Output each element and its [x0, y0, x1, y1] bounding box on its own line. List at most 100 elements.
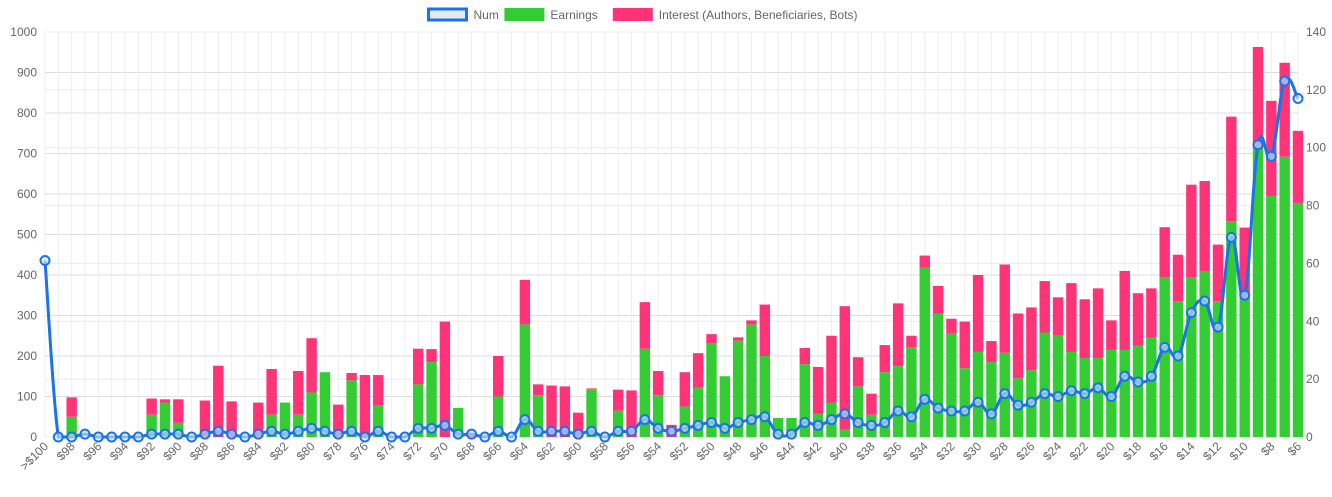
interest-bar [493, 356, 504, 397]
interest-bar [1052, 297, 1064, 336]
interest-bar [626, 390, 637, 437]
interest-bar [639, 302, 651, 349]
num-point [172, 428, 184, 440]
x-tick-label: $28 [987, 439, 1011, 463]
earnings-bar [639, 348, 651, 437]
num-point [359, 431, 371, 443]
interest-bar [1172, 254, 1184, 302]
earnings-bar [839, 429, 850, 437]
earnings-bar [1159, 277, 1170, 437]
num-point [692, 419, 704, 431]
y-left-tick-label: 300 [17, 309, 37, 323]
num-point [1065, 385, 1077, 397]
legend-swatch [612, 8, 653, 21]
num-point [532, 425, 544, 437]
earnings-bar [852, 386, 864, 437]
num-point [1279, 75, 1291, 87]
interest-bar [999, 264, 1010, 353]
num-point [612, 425, 624, 437]
x-tick-label: $56 [614, 439, 638, 463]
interest-bar [439, 321, 451, 437]
x-tick-label: $70 [427, 439, 451, 463]
interest-bar [1239, 227, 1250, 298]
num-point [1252, 139, 1264, 151]
earnings-bar [586, 389, 597, 437]
x-tick-label: $30 [960, 439, 984, 463]
x-tick-label: $54 [640, 439, 664, 463]
num-point [825, 414, 837, 426]
x-tick-label: $14 [1173, 439, 1197, 463]
y-left-tick-label: 200 [17, 349, 37, 363]
interest-bar [692, 353, 704, 388]
num-point [492, 425, 504, 437]
interest-bar [1026, 307, 1037, 371]
num-point [412, 422, 424, 434]
interest-bar [66, 397, 77, 417]
x-tick-label: $46 [747, 439, 771, 463]
num-point [1292, 93, 1304, 105]
num-point [1132, 376, 1144, 388]
interest-bar [906, 335, 917, 348]
earnings-bar [906, 347, 917, 437]
num-point [52, 431, 64, 443]
num-point [479, 431, 491, 443]
num-point [1119, 370, 1131, 382]
interest-bar [1106, 320, 1117, 350]
interest-bar [226, 401, 237, 437]
x-tick-label: $68 [454, 439, 478, 463]
num-point [1199, 295, 1211, 307]
num-point [439, 419, 451, 431]
interest-bar [346, 373, 357, 381]
y-right-tick-label: 100 [1306, 141, 1326, 155]
interest-bar [1079, 299, 1090, 359]
earnings-bar [612, 410, 624, 437]
interest-bar [826, 335, 837, 403]
interest-bar [986, 341, 997, 363]
num-point [372, 425, 384, 437]
num-point [1092, 382, 1104, 394]
y-right-tick-label: 40 [1306, 314, 1320, 328]
earnings-bar [1252, 145, 1264, 437]
num-point [132, 431, 144, 443]
num-point [1265, 150, 1277, 162]
num-point [452, 428, 464, 440]
earnings-bar [159, 402, 171, 437]
num-point [785, 428, 797, 440]
num-point [626, 425, 638, 437]
x-tick-label: $92 [134, 439, 158, 463]
y-right-tick-label: 60 [1306, 256, 1320, 270]
y-right-tick-label: 0 [1306, 430, 1313, 444]
x-tick-label: $24 [1040, 439, 1064, 463]
num-point [919, 393, 931, 405]
num-point [759, 411, 771, 423]
num-point [212, 425, 224, 437]
x-tick-label: $82 [267, 439, 291, 463]
num-point [652, 422, 664, 434]
num-point [1012, 399, 1024, 411]
x-tick-label: $58 [587, 439, 611, 463]
num-point [1239, 289, 1251, 301]
x-tick-label: $44 [774, 439, 798, 463]
x-tick-label: $72 [400, 439, 424, 463]
earnings-bar [493, 396, 504, 437]
earnings-bar [772, 417, 784, 437]
num-point [252, 428, 264, 440]
interest-bar [1092, 288, 1104, 359]
num-point [1039, 388, 1051, 400]
interest-bar [1226, 116, 1237, 222]
num-point [306, 422, 318, 434]
interest-bar [1146, 288, 1157, 338]
num-point [119, 431, 131, 443]
earnings-bar [892, 366, 904, 437]
interest-bar [612, 389, 624, 411]
earnings-bar [706, 343, 717, 437]
interest-bar [946, 318, 957, 334]
x-tick-label: $84 [240, 439, 264, 463]
num-point [106, 431, 118, 443]
interest-bar [1066, 283, 1077, 352]
earnings-bar [66, 416, 77, 437]
interest-bar [1012, 313, 1024, 379]
num-point [346, 425, 358, 437]
interest-bar [333, 404, 344, 437]
interest-bar [359, 375, 371, 437]
